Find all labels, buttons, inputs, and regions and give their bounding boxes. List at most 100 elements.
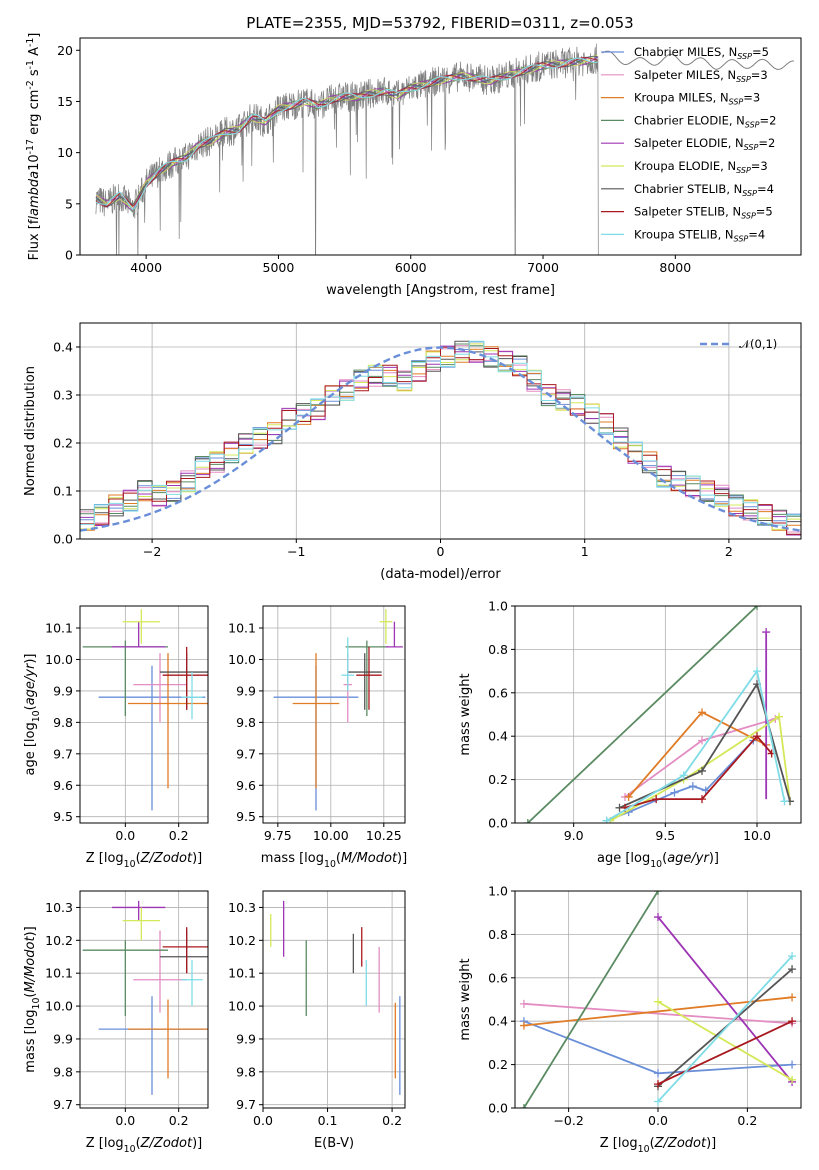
y-tick-label: 9.8 bbox=[236, 1064, 256, 1079]
panel-age-vs-Z: 0.0 0.2 9.5 9.6 9.7 9.8 9.9 10.0 10.1 Z [log10(Z/… bbox=[23, 605, 209, 870]
y-tick-label: 0.3 bbox=[53, 388, 73, 403]
weight-marker bbox=[788, 1060, 797, 1069]
x-axis-label: Z [log10(Z/Zodot)] bbox=[86, 1136, 203, 1155]
weight-line-8 bbox=[606, 668, 786, 822]
model-spectrum-0 bbox=[95, 56, 598, 208]
weight-line-3 bbox=[527, 606, 758, 823]
x-tick-label: 9.75 bbox=[264, 828, 292, 843]
y-tick-label: 10.0 bbox=[45, 652, 73, 667]
y-tick-label: 10.1 bbox=[228, 966, 256, 981]
legend-entry: Salpeter MILES, NSSP=3 bbox=[634, 68, 768, 84]
y-tick-label: 15 bbox=[57, 94, 73, 109]
axes-frame bbox=[79, 605, 209, 824]
axes-frame bbox=[79, 37, 802, 256]
y-tick-label: 0.0 bbox=[488, 816, 508, 831]
x-tick-label: 0.0 bbox=[648, 1113, 668, 1128]
legend-entry: Chabrier ELODIE, NSSP=2 bbox=[634, 113, 776, 129]
y-tick-label: 0 bbox=[65, 248, 73, 263]
x-tick-label: 10.00 bbox=[313, 828, 349, 843]
x-tick-label: 0 bbox=[437, 544, 445, 559]
weight-marker bbox=[654, 913, 662, 922]
grid-age-vs-Z bbox=[80, 606, 208, 823]
x-tick-label: 7000 bbox=[527, 260, 559, 275]
y-tick-label: 9.9 bbox=[53, 1031, 73, 1046]
x-tick-label: 6000 bbox=[395, 260, 427, 275]
panel-mass-vs-EBV: 0.0 0.1 0.2 9.7 9.8 9.9 10.0 10.1 10.2 10.3 E(B-V) bbox=[228, 890, 406, 1151]
error-cross-8 bbox=[341, 637, 355, 691]
x-tick-label: 1 bbox=[581, 544, 589, 559]
legend-entry: Salpeter ELODIE, NSSP=2 bbox=[634, 136, 775, 152]
y-tick-label: 0.2 bbox=[53, 436, 73, 451]
error-cross-8 bbox=[181, 960, 203, 1007]
error-cross-4 bbox=[112, 900, 166, 921]
error-cross-4 bbox=[112, 621, 166, 648]
x-axis-label: Z [log10(Z/Zodot)] bbox=[86, 851, 203, 870]
x-tick-label: 0.0 bbox=[115, 1113, 135, 1128]
weight-marker bbox=[654, 1097, 662, 1106]
model-spectrum-4 bbox=[95, 56, 598, 212]
error-cross-6 bbox=[347, 653, 382, 710]
x-axis-label: wavelength [Angstrom, rest frame] bbox=[326, 283, 555, 298]
weight-marker bbox=[753, 732, 761, 741]
weight-marker bbox=[698, 766, 706, 775]
weight-marker bbox=[654, 1080, 662, 1089]
x-tick-label: 0.0 bbox=[115, 828, 135, 843]
plot-area-weight-vs-age bbox=[523, 606, 794, 823]
weight-marker bbox=[624, 792, 633, 801]
x-tick-label: −0.2 bbox=[553, 1113, 583, 1128]
axes-frame-mass-vs-EBV: 0.0 0.1 0.2 9.7 9.8 9.9 10.0 10.1 10.2 10.3 E(B-V) bbox=[228, 890, 406, 1151]
x-axis-label: E(B-V) bbox=[314, 1136, 354, 1151]
x-tick-label: 0.2 bbox=[737, 1113, 757, 1128]
y-tick-label: 9.8 bbox=[53, 1064, 73, 1079]
axes-frame-age-vs-mass: 9.75 10.00 10.25 9.5 9.6 9.7 9.8 9.9 10.0 10.1 mas… bbox=[228, 605, 407, 870]
model-spectrum-8 bbox=[95, 57, 598, 211]
error-cross-4 bbox=[385, 621, 403, 648]
y-tick-label: 0.4 bbox=[53, 340, 73, 355]
weight-marker bbox=[519, 999, 528, 1008]
error-cross-2 bbox=[292, 653, 340, 789]
y-tick-label: 5 bbox=[65, 196, 73, 211]
y-tick-label: 10.0 bbox=[45, 999, 73, 1014]
x-tick-label: 0.2 bbox=[169, 1113, 189, 1128]
weight-line-8 bbox=[657, 955, 793, 1103]
panel-age-vs-mass: 9.75 10.00 10.25 9.5 9.6 9.7 9.8 9.9 10.0 10.1 mas… bbox=[228, 605, 407, 870]
y-tick-label: 0.1 bbox=[53, 484, 73, 499]
y-tick-label: 0.4 bbox=[488, 729, 508, 744]
x-tick-label: 9.5 bbox=[655, 828, 675, 843]
legend-entry: Chabrier MILES, NSSP=5 bbox=[634, 45, 769, 61]
x-tick-label: 4000 bbox=[130, 260, 162, 275]
y-tick-label: 0.8 bbox=[488, 642, 508, 657]
legend-entry: Salpeter STELIB, NSSP=5 bbox=[634, 205, 773, 221]
axes-frame bbox=[262, 605, 406, 824]
grid-mass-vs-Z bbox=[80, 891, 208, 1108]
model-spectrum-5 bbox=[95, 54, 598, 208]
panel-weight-vs-Z: −0.2 0.0 0.2 0.0 0.2 0.4 0.6 0.8 1.0 Z [log10(Z/Z… bbox=[458, 884, 802, 1155]
panel-mass-vs-Z: 0.0 0.2 9.7 9.8 9.9 10.0 10.1 10.2 10.3 Z [log10(… bbox=[23, 890, 209, 1155]
y-tick-label: 10 bbox=[57, 145, 73, 160]
y-axis-label: Normed distribution bbox=[23, 366, 38, 496]
error-cross-8 bbox=[181, 672, 203, 720]
model-spectrum-6 bbox=[95, 55, 598, 208]
error-cross-3 bbox=[82, 940, 168, 1016]
weight-marker bbox=[523, 819, 532, 823]
y-tick-label: 0.0 bbox=[488, 1101, 508, 1116]
y-tick-label: 1.0 bbox=[488, 884, 508, 899]
x-tick-label: 5000 bbox=[263, 260, 295, 275]
y-tick-label: 9.6 bbox=[53, 778, 73, 793]
weight-marker bbox=[679, 771, 688, 780]
normal-reference-curve bbox=[80, 346, 801, 532]
y-tick-label: 9.7 bbox=[53, 1097, 73, 1112]
legend-entry: Kroupa MILES, NSSP=3 bbox=[634, 91, 760, 107]
x-axis-label: age [log10(age/yr)] bbox=[597, 851, 719, 870]
error-cross-5 bbox=[379, 609, 393, 644]
y-tick-label: 10.0 bbox=[228, 652, 256, 667]
weight-marker bbox=[652, 795, 661, 804]
y-tick-label: 10.2 bbox=[228, 933, 256, 948]
y-tick-label: 0.4 bbox=[488, 1014, 508, 1029]
y-axis-label: mass [log10(M/Modot)] bbox=[23, 926, 42, 1072]
y-tick-label: 10.0 bbox=[228, 999, 256, 1014]
y-tick-label: 10.1 bbox=[45, 966, 73, 981]
model-spectrum-7 bbox=[95, 56, 598, 208]
weight-marker bbox=[788, 952, 797, 961]
